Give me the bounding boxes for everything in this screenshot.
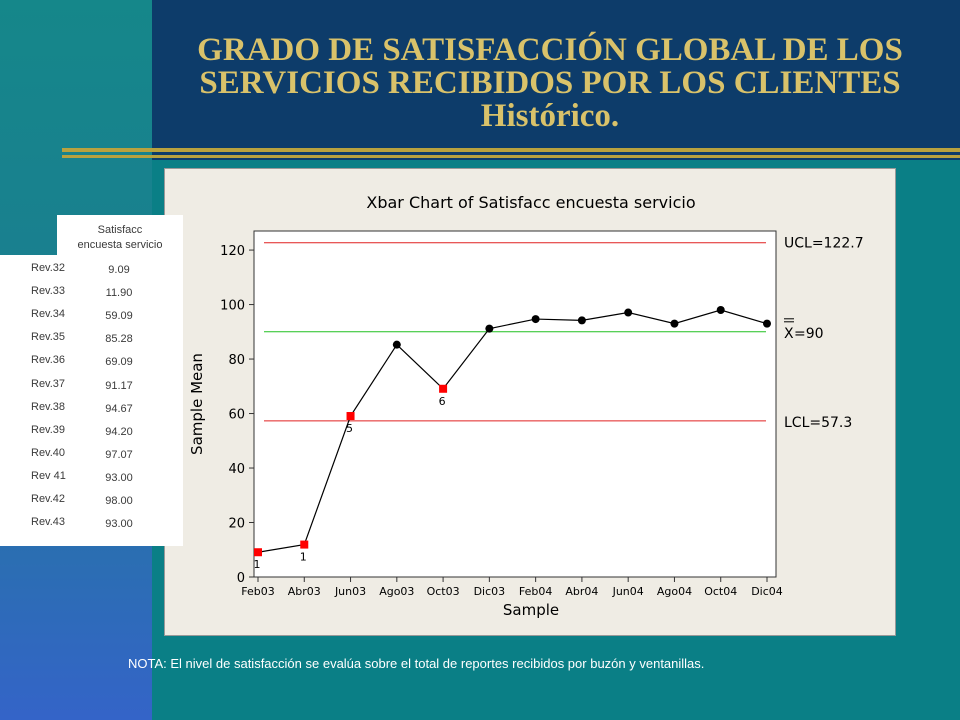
- y-tick-label: 80: [228, 353, 245, 368]
- table-row: Rev.37 91.17: [0, 378, 183, 400]
- table-row: Rev.33 11.90: [0, 285, 183, 307]
- slide-title: GRADO DE SATISFACCIÓN GLOBAL DE LOS SERV…: [160, 34, 940, 133]
- data-point: [531, 315, 540, 324]
- table-header-line-2: encuesta servicio: [77, 239, 163, 251]
- y-tick-label: 40: [228, 462, 245, 477]
- center-label: =90: [794, 326, 824, 342]
- title-line-2: SERVICIOS RECIBIDOS POR LOS CLIENTES: [199, 65, 901, 101]
- ucl-label: UCL=122.7: [784, 236, 864, 252]
- x-tick-label: Feb03: [241, 585, 274, 598]
- y-tick-label: 0: [237, 571, 245, 586]
- table-row: Rev.32 9.09: [0, 262, 183, 284]
- x-tick-label: Oct04: [704, 585, 737, 598]
- table-row-value: 97.07: [105, 448, 133, 461]
- table-row-value: 69.09: [105, 356, 133, 369]
- table-row: Rev.34 59.09: [0, 308, 183, 330]
- table-row-label: Rev.36: [31, 354, 66, 367]
- table-row-value: 94.67: [105, 402, 133, 415]
- data-point: [716, 306, 725, 315]
- xbar-chart-panel: Xbar Chart of Satisfacc encuesta servici…: [164, 168, 896, 636]
- title-band: [152, 0, 960, 160]
- flag-label: 1: [254, 558, 261, 571]
- lcl-label: LCL=57.3: [784, 415, 852, 431]
- table-row: Rev.38 94.67: [0, 401, 183, 423]
- title-line-3: Histórico.: [480, 98, 620, 134]
- data-table: Satisfacc encuesta servicio Rev.32 9.09 Re…: [0, 215, 183, 546]
- x-tick-label: Oct03: [427, 585, 460, 598]
- x-tick-label: Jun03: [334, 585, 366, 598]
- table-row-label: Rev.38: [31, 400, 66, 413]
- table-header: Satisfacc encuesta servicio: [57, 223, 183, 253]
- title-line-1: GRADO DE SATISFACCIÓN GLOBAL DE LOS: [197, 32, 903, 68]
- table-row-label: Rev.37: [31, 377, 66, 390]
- data-point: [670, 319, 679, 328]
- x-tick-label: Dic04: [751, 585, 783, 598]
- data-point: [577, 316, 586, 325]
- title-divider: [62, 146, 960, 160]
- table-row-value: 59.09: [105, 310, 133, 323]
- flagged-point: [346, 412, 355, 421]
- plot-area: [253, 230, 777, 578]
- series-line: [257, 309, 768, 553]
- x-tick-label: Dic03: [474, 585, 506, 598]
- footnote: NOTA: El nivel de satisfacción se evalúa…: [128, 656, 705, 671]
- chart-title: Xbar Chart of Satisfacc encuesta servici…: [366, 193, 695, 212]
- table-row: Rev.39 94.20: [0, 424, 183, 446]
- table-row-label: Rev.39: [31, 423, 66, 436]
- xbar-chart: Xbar Chart of Satisfacc encuesta servici…: [188, 193, 864, 619]
- table-row-value: 93.00: [105, 471, 133, 484]
- flag-label: 6: [439, 395, 446, 408]
- flagged-point: [439, 384, 448, 393]
- y-tick-label: 60: [228, 408, 245, 423]
- data-point: [392, 340, 401, 349]
- table-row-label: Rev.32: [31, 262, 66, 274]
- table-row: Rev.43 93.00: [0, 516, 183, 538]
- x-tick-label: Abr04: [565, 585, 598, 598]
- table-row-label: Rev.40: [31, 446, 66, 459]
- flag-label: 1: [300, 551, 307, 564]
- table-row-label: Rev 41: [31, 469, 66, 482]
- table-row-value: 11.90: [105, 287, 133, 300]
- x-tick-label: Ago04: [657, 585, 692, 598]
- data-point: [485, 324, 494, 333]
- flag-label: 5: [346, 422, 353, 435]
- data-point: [624, 308, 633, 317]
- center-symbol: X: [784, 326, 794, 342]
- table-row-label: Rev.43: [31, 516, 66, 529]
- x-tick-label: Ago03: [379, 585, 414, 598]
- y-tick-label: 120: [220, 244, 245, 259]
- table-row-value: 91.17: [105, 379, 133, 392]
- table-row-label: Rev.42: [31, 493, 66, 505]
- table-row-value: 98.00: [105, 495, 133, 507]
- x-tick-label: Jun04: [612, 585, 644, 598]
- table-row: Rev.36 69.09: [0, 354, 183, 376]
- table-row-label: Rev.33: [31, 285, 66, 298]
- flagged-point: [300, 540, 309, 549]
- flagged-point: [254, 548, 262, 557]
- x-tick-label: Abr03: [288, 585, 321, 598]
- table-row: Rev.35 85.28: [0, 331, 183, 353]
- data-point: [763, 319, 771, 328]
- y-tick-label: 100: [220, 299, 245, 314]
- x-axis-label: Sample: [503, 601, 559, 619]
- x-tick-label: Feb04: [519, 585, 552, 598]
- table-row: Rev 41 93.00: [0, 470, 183, 492]
- table-row: Rev.42 98.00: [0, 493, 183, 515]
- table-row-value: 85.28: [105, 333, 133, 346]
- table-row-value: 94.20: [105, 425, 133, 438]
- table-row: Rev.40 97.07: [0, 447, 183, 469]
- y-axis-label: Sample Mean: [188, 353, 206, 455]
- table-row-value: 93.00: [105, 518, 133, 531]
- table-row-label: Rev.35: [31, 331, 66, 344]
- table-row-value: 9.09: [108, 264, 130, 276]
- table-header-line-1: Satisfacc: [97, 224, 143, 236]
- table-row-label: Rev.34: [31, 308, 66, 321]
- y-tick-label: 20: [228, 517, 245, 532]
